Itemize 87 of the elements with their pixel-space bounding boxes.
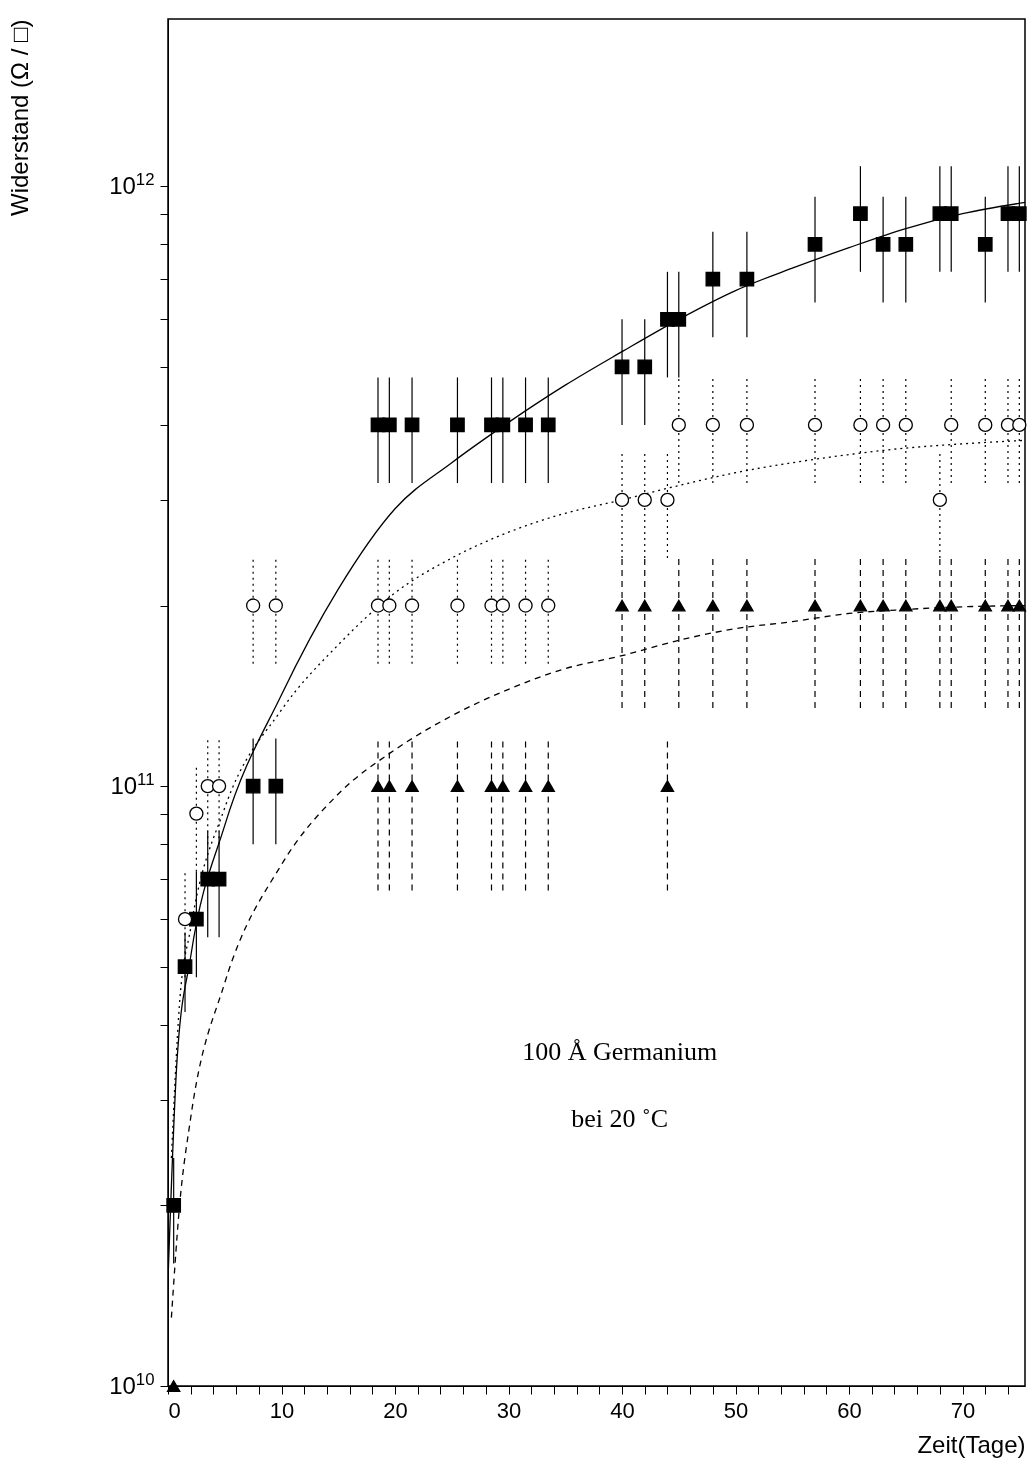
point bbox=[740, 599, 754, 612]
x-tick-label: 40 bbox=[610, 1397, 635, 1423]
point bbox=[518, 417, 533, 433]
point bbox=[807, 237, 823, 252]
point bbox=[268, 778, 284, 794]
point bbox=[808, 599, 822, 612]
point bbox=[739, 271, 755, 287]
point bbox=[540, 417, 556, 433]
point bbox=[518, 598, 533, 613]
point bbox=[853, 417, 868, 433]
point bbox=[614, 492, 630, 508]
point bbox=[875, 237, 891, 252]
x-tick-label: 50 bbox=[723, 1397, 749, 1423]
point bbox=[1012, 417, 1027, 433]
point bbox=[495, 598, 511, 613]
point bbox=[177, 959, 193, 975]
point bbox=[211, 871, 227, 887]
point bbox=[944, 599, 958, 612]
point bbox=[978, 417, 993, 433]
point bbox=[671, 311, 687, 327]
point bbox=[933, 599, 947, 612]
point bbox=[496, 780, 510, 793]
point bbox=[382, 598, 397, 613]
point bbox=[807, 417, 823, 433]
point bbox=[245, 598, 261, 613]
point bbox=[1001, 599, 1015, 612]
x-tick-label: 30 bbox=[496, 1397, 522, 1423]
point bbox=[450, 417, 465, 433]
point bbox=[450, 780, 465, 793]
point bbox=[541, 598, 556, 613]
x-tick-label: 10 bbox=[269, 1397, 295, 1423]
point bbox=[189, 911, 204, 927]
point bbox=[404, 598, 420, 613]
point bbox=[381, 417, 397, 433]
point bbox=[166, 1198, 182, 1213]
point bbox=[382, 780, 397, 793]
annotation: bei 20 ˚C bbox=[571, 1104, 669, 1134]
annotation: 100 Å Germanium bbox=[522, 1037, 718, 1067]
point bbox=[637, 359, 653, 375]
point bbox=[177, 912, 193, 927]
point bbox=[615, 599, 629, 612]
point bbox=[518, 780, 533, 793]
point bbox=[977, 237, 993, 252]
point bbox=[1012, 599, 1027, 612]
point bbox=[660, 492, 675, 508]
point bbox=[495, 417, 511, 433]
x-tick-label: 20 bbox=[383, 1397, 408, 1423]
point bbox=[484, 780, 499, 793]
point bbox=[943, 206, 959, 222]
point bbox=[541, 780, 556, 793]
point bbox=[405, 780, 419, 793]
y-tick-label: 10$^{10}$ bbox=[109, 1369, 155, 1399]
point bbox=[706, 599, 720, 612]
point bbox=[671, 417, 686, 433]
point bbox=[739, 417, 755, 433]
x-axis-title: Zeit(Tage) bbox=[917, 1430, 1026, 1458]
y-axis-title: Widerstand (Ω / □) bbox=[6, 19, 34, 216]
x-tick-label: 60 bbox=[837, 1397, 862, 1423]
point bbox=[853, 206, 868, 222]
point bbox=[853, 599, 868, 612]
point bbox=[876, 599, 890, 612]
point bbox=[268, 598, 283, 613]
point bbox=[898, 237, 914, 252]
y-tick-label: 10$^{11}$ bbox=[110, 769, 155, 799]
point bbox=[189, 806, 204, 821]
y-tick-label: 10$^{12}$ bbox=[109, 169, 155, 199]
x-tick-label: 70 bbox=[950, 1397, 976, 1423]
point bbox=[371, 780, 385, 793]
point bbox=[637, 492, 652, 508]
point bbox=[875, 417, 891, 433]
point bbox=[932, 492, 948, 508]
point bbox=[450, 598, 465, 613]
point bbox=[978, 599, 993, 612]
point bbox=[705, 271, 721, 287]
point bbox=[1011, 206, 1027, 222]
x-tick-label: 0 bbox=[168, 1397, 181, 1423]
point bbox=[705, 417, 721, 433]
point bbox=[898, 417, 913, 433]
point bbox=[944, 417, 959, 433]
point bbox=[404, 417, 420, 433]
point bbox=[637, 599, 652, 612]
point bbox=[660, 780, 675, 793]
point bbox=[614, 359, 630, 375]
point bbox=[245, 778, 261, 794]
point bbox=[672, 599, 686, 612]
point bbox=[211, 778, 227, 794]
point bbox=[899, 599, 913, 612]
